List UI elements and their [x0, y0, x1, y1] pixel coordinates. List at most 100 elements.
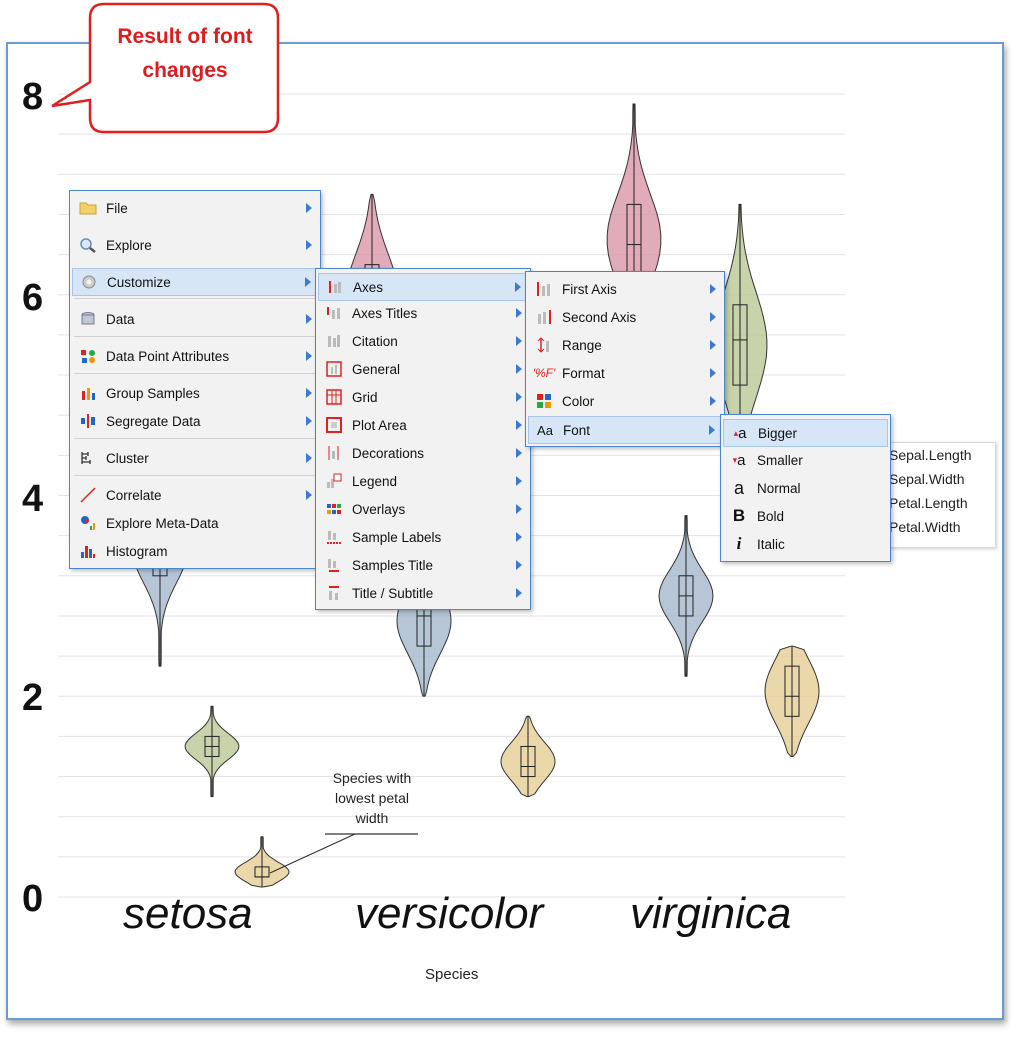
violin-box [520, 745, 536, 778]
menu-item-customize[interactable]: Customize [72, 268, 318, 296]
smaller-font-icon: ▾ a [732, 451, 746, 469]
submenu-arrow-icon [516, 532, 522, 542]
menu-item-bold[interactable]: B Bold [723, 503, 888, 529]
menu-item-plot-area[interactable]: Plot Area [318, 412, 528, 438]
first-axis-icon [534, 280, 554, 298]
submenu-arrow-icon [516, 504, 522, 514]
cluster-icon [78, 449, 98, 467]
violin-box [732, 304, 748, 386]
menu-item-label: Group Samples [106, 385, 200, 401]
menu-item-axes-titles[interactable]: Axes Titles [318, 300, 528, 326]
menu-item-italic[interactable]: i Italic [723, 531, 888, 557]
menu-item-bigger[interactable]: ▴ a Bigger [723, 419, 888, 447]
callout-bubble [51, 2, 280, 134]
menu-item-group-samples[interactable]: Group Samples [72, 380, 318, 406]
menu-item-label: Overlays [352, 501, 406, 517]
y-tick-6: 6 [22, 277, 44, 319]
menu-item-label: Citation [352, 333, 398, 349]
grid-icon [324, 388, 344, 406]
menu-item-label: Smaller [757, 452, 803, 468]
italic-icon: i [736, 534, 742, 553]
context-menu-axes: First Axis Second Axis Range '%F' Format … [525, 271, 725, 447]
x-tick-setosa: setosa [123, 889, 253, 938]
menu-item-second-axis[interactable]: Second Axis [528, 304, 722, 330]
decorations-icon [324, 444, 344, 462]
submenu-arrow-icon [709, 425, 715, 435]
menu-item-segregate-data[interactable]: Segregate Data [72, 408, 318, 434]
menu-item-smaller[interactable]: ▾ a Smaller [723, 447, 888, 473]
callout-line-2: changes [142, 59, 228, 82]
menu-item-overlays[interactable]: Overlays [318, 496, 528, 522]
menu-item-label: Normal [757, 480, 801, 496]
menu-item-normal[interactable]: a Normal [723, 475, 888, 501]
submenu-arrow-icon [710, 396, 716, 406]
menu-item-label: Data Point Attributes [106, 348, 230, 364]
x-tick-versicolor: versicolor [355, 889, 544, 938]
menu-item-label: Second Axis [562, 309, 637, 325]
menu-item-citation[interactable]: Citation [318, 328, 528, 354]
legend-item-sepal-width: Sepal.Width [889, 471, 965, 487]
menu-item-font[interactable]: Aa Font [528, 416, 722, 444]
magnifier-icon [78, 236, 98, 254]
submenu-arrow-icon [306, 203, 312, 213]
submenu-arrow-icon [516, 560, 522, 570]
range-icon [534, 336, 554, 354]
legend-item-petal-width: Petal.Width [889, 519, 961, 535]
menu-item-range[interactable]: Range [528, 332, 722, 358]
menu-item-correlate[interactable]: Correlate [72, 482, 318, 508]
violin-petal-width-setosa [234, 836, 290, 888]
menu-item-label: Customize [107, 274, 171, 290]
axes-icon [325, 278, 345, 296]
submenu-arrow-icon [516, 336, 522, 346]
menu-item-cluster[interactable]: Cluster [72, 445, 318, 471]
legend-icon [324, 472, 344, 490]
menu-item-label: File [106, 200, 128, 216]
menu-item-file[interactable]: File [72, 195, 318, 221]
submenu-arrow-icon [516, 588, 522, 598]
annotation-line-1: Species with [332, 770, 412, 786]
menu-item-label: Decorations [352, 445, 425, 461]
menu-item-label: Samples Title [352, 557, 434, 573]
menu-item-samples-title[interactable]: Samples Title [318, 552, 528, 578]
data-point-attributes-icon [78, 347, 98, 365]
menu-item-general[interactable]: General [318, 356, 528, 382]
menu-item-explore-meta-data[interactable]: Explore Meta-Data [72, 510, 318, 536]
menu-item-data-point-attributes[interactable]: Data Point Attributes [72, 343, 318, 369]
menu-item-label: Axes [353, 279, 384, 295]
submenu-arrow-icon [516, 364, 522, 374]
menu-item-sample-labels[interactable]: Sample Labels [318, 524, 528, 550]
menu-item-decorations[interactable]: Decorations [318, 440, 528, 466]
menu-item-data[interactable]: Data [72, 306, 318, 332]
menu-item-explore[interactable]: Explore [72, 232, 318, 258]
menu-item-histogram[interactable]: Histogram [72, 538, 318, 564]
submenu-arrow-icon [710, 312, 716, 322]
folder-icon [78, 199, 98, 217]
submenu-arrow-icon [306, 490, 312, 500]
submenu-arrow-icon [516, 476, 522, 486]
axes-titles-icon [324, 304, 344, 322]
menu-item-legend[interactable]: Legend [318, 468, 528, 494]
menu-item-first-axis[interactable]: First Axis [528, 276, 722, 302]
second-axis-icon [534, 308, 554, 326]
menu-item-format[interactable]: '%F' Format [528, 360, 722, 386]
menu-item-title-subtitle[interactable]: Title / Subtitle [318, 580, 528, 606]
samples-title-icon [324, 556, 344, 574]
menu-item-label: General [352, 361, 401, 377]
y-tick-0: 0 [22, 878, 44, 920]
segregate-icon [78, 412, 98, 430]
overlays-icon [324, 500, 344, 518]
menu-item-label: Format [562, 365, 605, 381]
submenu-arrow-icon [306, 351, 312, 361]
submenu-arrow-icon [516, 420, 522, 430]
correlate-icon [78, 486, 98, 504]
menu-item-label: Bigger [758, 425, 798, 441]
menu-item-grid[interactable]: Grid [318, 384, 528, 410]
submenu-arrow-icon [516, 308, 522, 318]
menu-item-label: Grid [352, 389, 378, 405]
menu-item-color[interactable]: Color [528, 388, 722, 414]
submenu-arrow-icon [306, 388, 312, 398]
context-menu-font: ▴ a Bigger ▾ a Smaller a Normal B Bold i Italic [720, 414, 891, 562]
menu-item-axes[interactable]: Axes [318, 273, 528, 301]
plot-area-icon [324, 416, 344, 434]
menu-item-label: Data [106, 311, 135, 327]
